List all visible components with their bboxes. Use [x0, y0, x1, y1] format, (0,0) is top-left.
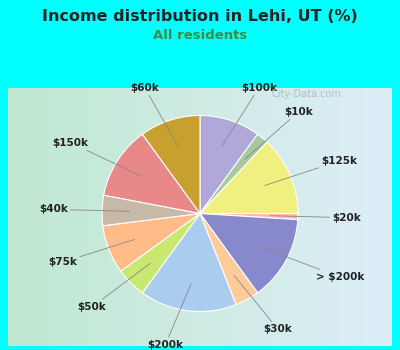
- Text: City-Data.com: City-Data.com: [272, 89, 342, 99]
- Wedge shape: [103, 214, 200, 271]
- Wedge shape: [200, 134, 267, 214]
- Text: $100k: $100k: [222, 83, 277, 146]
- Text: $20k: $20k: [270, 213, 361, 223]
- Text: $200k: $200k: [148, 284, 191, 350]
- Text: Income distribution in Lehi, UT (%): Income distribution in Lehi, UT (%): [42, 9, 358, 24]
- Wedge shape: [102, 195, 200, 226]
- Text: $150k: $150k: [52, 138, 140, 176]
- Text: $10k: $10k: [245, 106, 313, 159]
- Text: $125k: $125k: [265, 156, 358, 186]
- Text: $75k: $75k: [48, 239, 134, 267]
- Text: > $200k: > $200k: [262, 247, 364, 282]
- Wedge shape: [142, 116, 200, 214]
- Wedge shape: [142, 214, 236, 312]
- Wedge shape: [121, 214, 200, 293]
- Text: $60k: $60k: [130, 83, 178, 146]
- Text: $30k: $30k: [234, 275, 292, 335]
- Wedge shape: [200, 214, 258, 304]
- Text: $40k: $40k: [39, 204, 130, 214]
- Wedge shape: [200, 214, 298, 293]
- Wedge shape: [200, 214, 298, 220]
- Text: $50k: $50k: [78, 264, 150, 312]
- Wedge shape: [200, 116, 258, 214]
- Wedge shape: [104, 134, 200, 214]
- Text: All residents: All residents: [153, 29, 247, 42]
- Wedge shape: [200, 142, 298, 214]
